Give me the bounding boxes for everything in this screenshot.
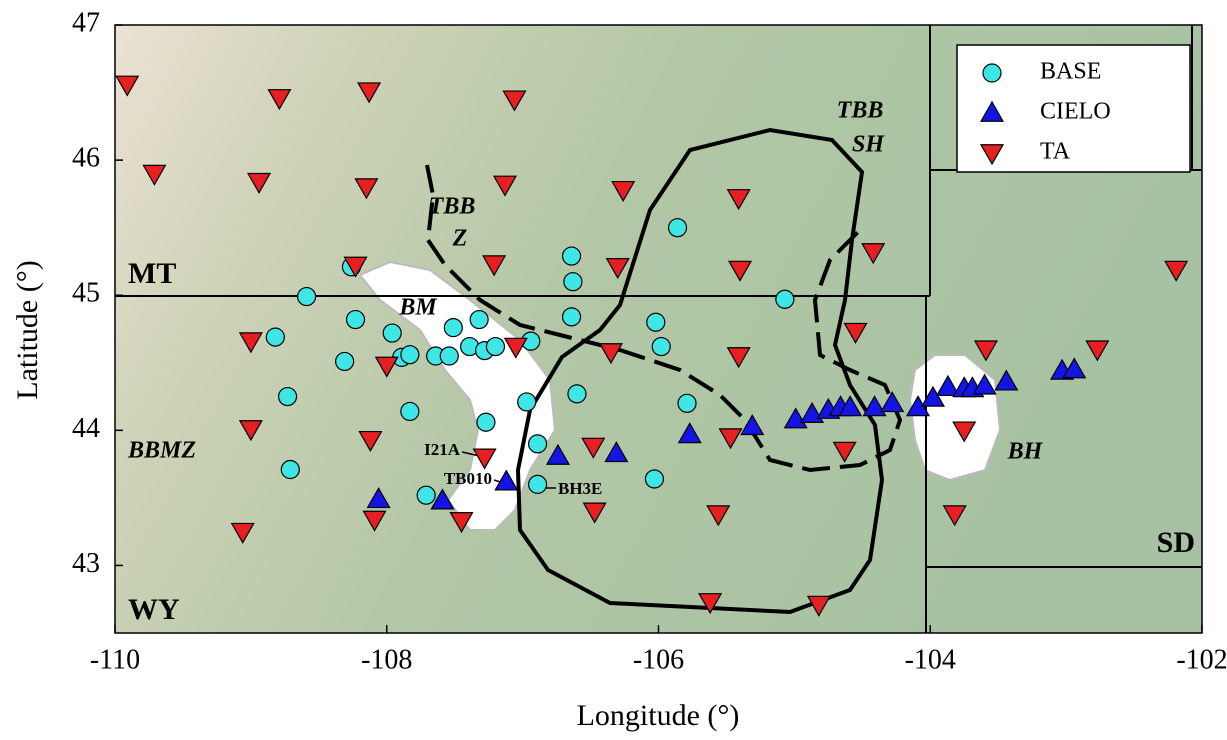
annotation: TB010 [444,469,492,488]
station-marker [568,385,586,403]
x-tick-label: -106 [633,644,684,675]
station-marker [529,475,547,493]
station-marker [563,247,581,265]
station-marker [669,219,687,237]
station-marker [336,352,354,370]
station-marker [678,394,696,412]
legend-label: CIELO [1040,99,1111,125]
station-marker [470,311,488,329]
station-marker [776,290,794,308]
legend-label: BASE [1040,59,1101,85]
station-marker [440,347,458,365]
station-marker [444,319,462,337]
y-tick-label: 46 [72,143,100,174]
y-tick-label: 47 [72,7,100,38]
station-marker [346,311,364,329]
station-marker [298,288,316,306]
station-marker [266,328,284,346]
legend: BASE CIELO TA [957,45,1190,172]
x-tick-label: -108 [361,644,412,675]
legend-label: TA [1040,139,1071,165]
annotation: BM [398,295,438,321]
station-marker [477,413,495,431]
station-marker [647,313,665,331]
bh-region [910,355,1000,480]
y-axis-label: Latitude (°) [11,260,44,399]
annotation: SH [852,132,885,158]
annotation: Z [452,226,468,252]
station-marker [279,388,297,406]
chart: Longitude (°) Latitude (°) BASE CIELO TA -… [0,0,1227,735]
annotation: BH [1007,439,1044,465]
annotation: MT [128,257,176,290]
annotation: BH3E [558,479,602,498]
x-axis-label: Longitude (°) [577,699,740,732]
annotation: TBB [429,194,476,220]
station-marker [529,435,547,453]
x-tick-label: -110 [90,644,140,675]
station-marker [564,273,582,291]
annotation: BBMZ [127,438,196,464]
annotation: TBB [837,98,884,124]
station-marker [518,393,536,411]
station-marker [652,338,670,356]
y-tick-label: 45 [72,278,100,309]
x-tick-label: -104 [905,644,956,675]
annotation: I21A [424,440,461,459]
y-tick-label: 43 [72,548,100,579]
station-marker [383,324,401,342]
x-tick-label: -102 [1176,644,1227,675]
station-marker [563,308,581,326]
y-tick-label: 44 [72,413,100,444]
station-marker [645,470,663,488]
station-marker [281,461,299,479]
annotation: SD [1157,526,1195,559]
station-marker [401,346,419,364]
station-marker [417,486,435,504]
legend-marker [983,64,1001,82]
station-marker [486,338,504,356]
annotation: WY [128,593,180,626]
station-marker [401,402,419,420]
